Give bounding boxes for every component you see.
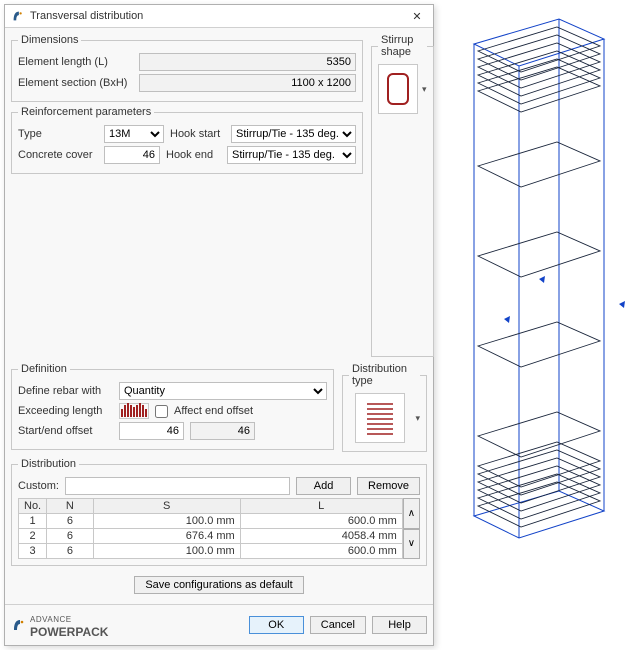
titlebar: Transversal distribution ✕ xyxy=(5,5,433,28)
hookend-label: Hook end xyxy=(166,149,221,161)
dist-type-preview[interactable] xyxy=(355,393,405,443)
brand-top: ADVANCE xyxy=(30,615,72,624)
define-label: Define rebar with xyxy=(18,385,113,397)
table-row[interactable]: 36100.0 mm600.0 mm xyxy=(19,544,403,559)
custom-label: Custom: xyxy=(18,480,59,492)
col-l: L xyxy=(240,499,402,514)
custom-input[interactable] xyxy=(65,477,290,495)
stirrup-preview[interactable] xyxy=(378,64,418,114)
exceed-label: Exceeding length xyxy=(18,405,113,417)
legend-disttype: Distribution type xyxy=(349,363,420,387)
add-button[interactable]: Add xyxy=(296,477,351,495)
offset-end-input xyxy=(190,422,255,440)
define-select[interactable]: Quantity xyxy=(119,382,327,400)
legend-definition: Definition xyxy=(18,363,70,375)
group-dimensions: Dimensions Element length (L) Element se… xyxy=(11,34,363,102)
affect-offset-checkbox[interactable] xyxy=(155,405,168,418)
stirrup-dropdown-icon[interactable]: ▾ xyxy=(422,84,427,95)
elem-length-label: Element length (L) xyxy=(18,56,133,68)
app-logo-icon xyxy=(11,9,25,23)
col-s: S xyxy=(93,499,240,514)
exceed-icon[interactable] xyxy=(119,403,149,419)
ok-button[interactable]: OK xyxy=(249,616,304,634)
remove-button[interactable]: Remove xyxy=(357,477,420,495)
save-default-button[interactable]: Save configurations as default xyxy=(134,576,304,594)
group-definition: Definition Define rebar with Quantity Ex… xyxy=(11,363,334,450)
type-label: Type xyxy=(18,128,98,140)
wireframe-figure xyxy=(442,4,636,646)
window-title: Transversal distribution xyxy=(30,10,407,22)
legend-distribution: Distribution xyxy=(18,458,79,470)
elem-section-label: Element section (BxH) xyxy=(18,77,133,89)
cancel-button[interactable]: Cancel xyxy=(310,616,366,634)
hookend-select[interactable]: Stirrup/Tie - 135 deg. xyxy=(227,146,356,164)
cover-label: Concrete cover xyxy=(18,149,98,161)
col-n: N xyxy=(47,499,94,514)
brand-name: POWERPACK xyxy=(30,625,108,639)
move-up-button[interactable]: ∧ xyxy=(403,498,420,529)
cover-input[interactable] xyxy=(104,146,160,164)
elem-section-input xyxy=(139,74,356,92)
legend-reinf: Reinforcement parameters xyxy=(18,106,154,118)
close-icon[interactable]: ✕ xyxy=(407,10,427,23)
group-reinforcement: Reinforcement parameters Type 13M Hook s… xyxy=(11,106,363,174)
table-row[interactable]: 16100.0 mm600.0 mm xyxy=(19,514,403,529)
offset-start-input[interactable] xyxy=(119,422,184,440)
distribution-table: No. N S L 16100.0 mm600.0 mm26676.4 mm40… xyxy=(18,498,403,559)
dist-type-dropdown-icon[interactable]: ▾ xyxy=(415,413,420,424)
group-distribution: Distribution Custom: Add Remove No. N S … xyxy=(11,458,427,566)
move-down-button[interactable]: ∨ xyxy=(403,529,420,560)
offset-label: Start/end offset xyxy=(18,425,113,437)
table-row[interactable]: 26676.4 mm4058.4 mm xyxy=(19,529,403,544)
brand-logo: ADVANCE POWERPACK xyxy=(11,611,249,639)
affect-offset-label: Affect end offset xyxy=(174,405,253,417)
col-no: No. xyxy=(19,499,47,514)
help-button[interactable]: Help xyxy=(372,616,427,634)
type-select[interactable]: 13M xyxy=(104,125,164,143)
legend-dimensions: Dimensions xyxy=(18,34,81,46)
hookstart-select[interactable]: Stirrup/Tie - 135 deg. xyxy=(231,125,356,143)
group-dist-type: Distribution type ▾ xyxy=(342,363,427,452)
transversal-dialog: Transversal distribution ✕ Dimensions El… xyxy=(4,4,434,646)
group-stirrup: Stirrup shape ▾ xyxy=(371,34,434,357)
elem-length-input xyxy=(139,53,356,71)
hookstart-label: Hook start xyxy=(170,128,225,140)
legend-stirrup: Stirrup shape xyxy=(378,34,427,58)
